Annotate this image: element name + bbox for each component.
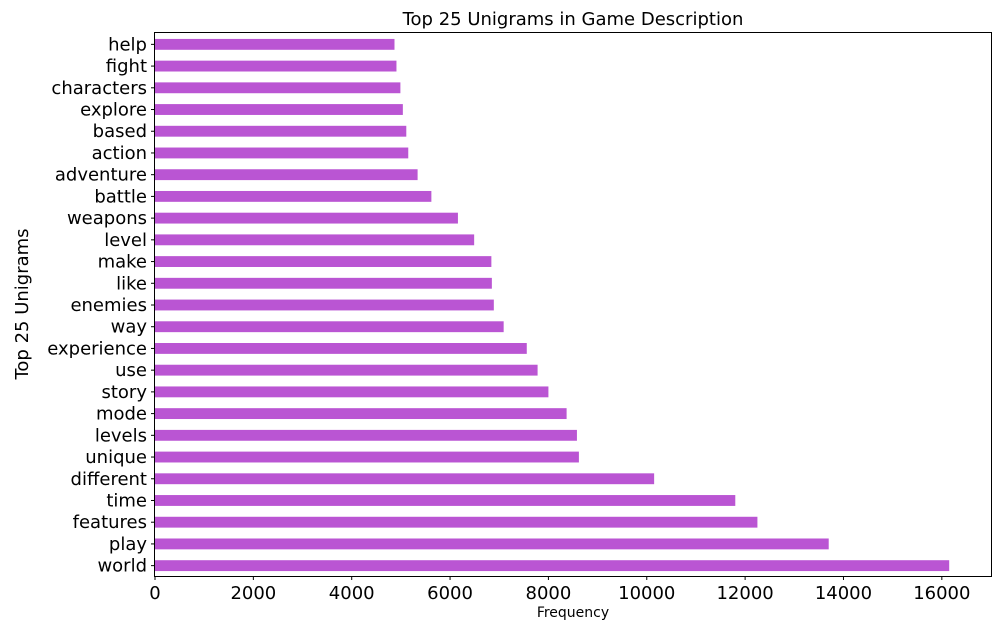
y-tick-label: weapons (67, 208, 147, 229)
bar-time (155, 495, 736, 506)
bar-play (155, 538, 829, 550)
x-tick-label: 0 (149, 583, 160, 604)
y-tick-label: unique (85, 447, 147, 468)
x-tick-label: 6000 (427, 583, 473, 604)
x-tick-label: 16000 (913, 583, 970, 604)
y-tick-label: story (101, 382, 147, 403)
y-tick-label: levels (95, 425, 147, 446)
bar-characters (155, 82, 401, 94)
bar-levels (155, 429, 577, 441)
bar-adventure (155, 169, 418, 181)
bar-weapons (155, 212, 458, 224)
y-tick-label: fight (106, 56, 147, 77)
y-tick-label: world (97, 556, 147, 577)
bar-use (155, 364, 538, 376)
x-tick-label: 12000 (716, 583, 773, 604)
y-tick-label: explore (80, 100, 147, 121)
y-tick-label: adventure (55, 165, 147, 186)
x-tick-label: 4000 (329, 583, 375, 604)
bar-features (155, 516, 758, 528)
bars-group (155, 38, 950, 572)
y-tick-label: based (93, 121, 147, 142)
y-tick-label: make (98, 252, 147, 273)
y-tick-label: play (109, 534, 147, 555)
x-tick-label: 14000 (815, 583, 872, 604)
bar-like (155, 277, 492, 289)
x-tick-label: 2000 (230, 583, 276, 604)
bar-unique (155, 451, 579, 463)
x-tick-label: 8000 (526, 583, 572, 604)
y-tick-label: enemies (70, 295, 147, 316)
bar-help (155, 38, 395, 50)
y-tick-labels: worldplayfeaturestimedifferentuniqueleve… (47, 34, 155, 577)
y-tick-label: characters (51, 78, 147, 99)
y-tick-label: action (92, 143, 147, 164)
bar-world (155, 560, 950, 572)
y-tick-label: mode (96, 404, 147, 425)
bar-explore (155, 104, 403, 115)
y-tick-label: battle (94, 186, 147, 207)
bar-different (155, 473, 655, 485)
x-tick-labels: 0 2000 4000 6000 8000 10000 12000 14000 16000 (149, 576, 970, 604)
bar-level (155, 234, 475, 246)
plot-frame (154, 32, 992, 577)
bar-based (155, 125, 407, 137)
x-tick-label: 10000 (618, 583, 675, 604)
bar-fight (155, 60, 397, 72)
bar-battle (155, 190, 432, 202)
y-tick-label: features (73, 512, 147, 533)
y-tick-label: level (104, 230, 147, 251)
bar-action (155, 147, 409, 159)
bar-enemies (155, 299, 494, 311)
bar-make (155, 256, 492, 267)
chart-title: Top 25 Unigrams in Game Description (402, 9, 744, 30)
y-tick-label: use (115, 360, 147, 381)
bar-story (155, 386, 549, 398)
y-axis-label: Top 25 Unigrams (12, 228, 33, 380)
y-tick-label: like (116, 273, 147, 294)
bar-mode (155, 408, 567, 420)
bar-experience (155, 343, 527, 354)
y-tick-label: different (71, 469, 147, 490)
y-tick-label: experience (47, 338, 147, 359)
bar-way (155, 321, 504, 333)
y-tick-label: way (111, 317, 148, 338)
x-axis-label: Frequency (537, 605, 609, 621)
y-tick-label: help (108, 34, 147, 55)
y-tick-label: time (106, 490, 147, 511)
